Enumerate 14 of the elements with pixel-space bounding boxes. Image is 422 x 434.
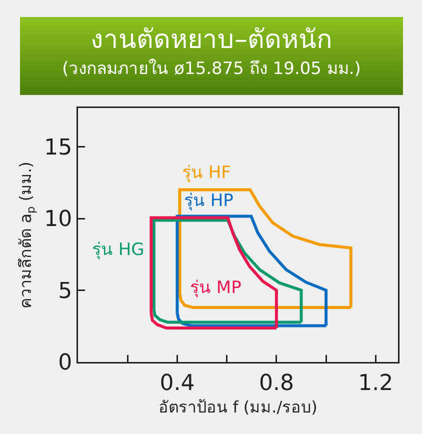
chart-subtitle: (วงกลมภายใน ø15.875 ถึง 19.05 มม.) <box>61 58 362 81</box>
y-tick-label: 15 <box>44 135 72 160</box>
series-label: รุ่น HG <box>92 240 144 260</box>
series-label: รุ่น HF <box>182 163 231 183</box>
x-tick-label: 0.4 <box>160 370 195 396</box>
chart-title: งานตัดหยาบ–ตัดหนัก <box>90 24 334 57</box>
y-tick-label: 10 <box>44 207 72 232</box>
x-tick-label: 0.8 <box>258 370 294 396</box>
y-tick-label: 0 <box>58 350 72 376</box>
series-label: รุ่น MP <box>190 278 242 298</box>
y-tick-label: 5 <box>58 278 72 304</box>
series-label: รุ่น HP <box>184 191 234 211</box>
x-axis-title: อัตราป้อน f (มม./รอบ) <box>158 397 318 416</box>
x-tick-label: 1.2 <box>358 370 394 396</box>
